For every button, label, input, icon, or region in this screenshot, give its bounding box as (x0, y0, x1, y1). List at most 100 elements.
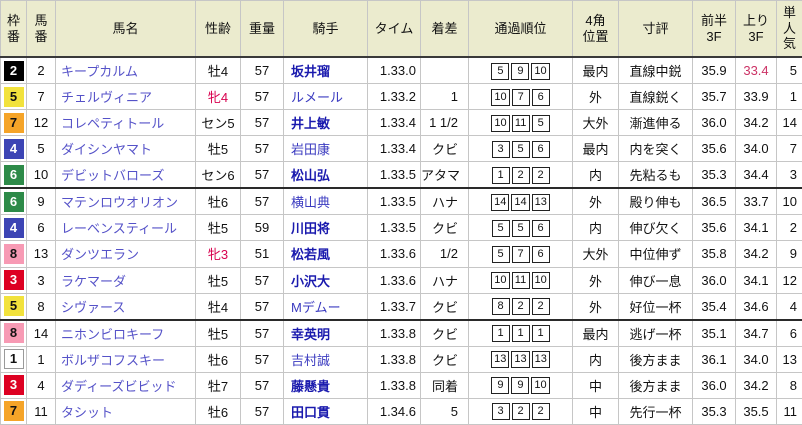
sex-age-cell: 牡5 (195, 319, 241, 347)
jockey-name-link[interactable]: ルメール (291, 90, 344, 106)
last-3f-cell: 34.2 (735, 240, 777, 268)
jockey-name-link[interactable]: 井上敏 (291, 116, 331, 132)
frame-number-box: 5 (3, 86, 24, 107)
passing-position-box: 2 (511, 403, 530, 421)
jockey-name-link[interactable]: 岩田康 (291, 142, 331, 158)
col-header-jockey: 騎手 (283, 0, 368, 58)
corner4-position-cell: 大外 (572, 109, 619, 137)
jockey-name-link[interactable]: 幸英明 (291, 326, 331, 342)
weight-cell: 57 (240, 135, 284, 163)
frame-cell: 5 (0, 83, 27, 111)
time-cell: 1.33.8 (367, 345, 421, 373)
col-header-sexage: 性齢 (195, 0, 241, 58)
passing-position-box: 3 (491, 403, 510, 421)
horse-name-link[interactable]: レーベンスティール (61, 221, 177, 237)
first-3f-cell: 35.3 (692, 161, 736, 190)
last-3f-cell: 33.9 (735, 83, 777, 111)
table-row: 8 14 ニホンビロキーフ 牡5 57 幸英明 1.33.8 クビ 1 1 1 最内 逃げ一杯 35.1 3… (0, 319, 802, 347)
frame-cell: 7 (0, 109, 27, 137)
frame-number-box: 6 (3, 191, 24, 212)
horse-name-link[interactable]: シヴァース (61, 299, 126, 315)
horse-name-link[interactable]: タシット (61, 404, 114, 420)
passing-position-box: 11 (511, 114, 530, 132)
horse-name-link[interactable]: ニホンビロキーフ (61, 326, 165, 342)
jockey-cell: 川田将 (283, 214, 368, 242)
jockey-name-link[interactable]: 田口貫 (291, 404, 331, 420)
win-popularity-cell: 13 (776, 345, 802, 373)
weight-cell: 57 (240, 319, 284, 347)
corner4-position-cell: 最内 (572, 319, 619, 347)
sex-age-cell: 牡6 (195, 187, 241, 216)
passing-position-box: 9 (511, 377, 530, 395)
jockey-name-link[interactable]: 川田将 (291, 221, 331, 237)
time-cell: 1.34.6 (367, 397, 421, 425)
horse-name-link[interactable]: ダディーズビビッド (61, 378, 177, 394)
horse-name-link[interactable]: キープカルム (61, 64, 138, 80)
corner4-position-cell: 最内 (572, 135, 619, 163)
jockey-cell: ルメール (283, 83, 368, 111)
time-cell: 1.33.2 (367, 83, 421, 111)
jockey-name-link[interactable]: 小沢大 (291, 273, 331, 289)
passing-position-box: 13 (511, 351, 530, 369)
horse-name-link[interactable]: ダンツエラン (61, 247, 140, 263)
win-popularity-cell: 4 (776, 292, 802, 321)
first-3f-cell: 35.7 (692, 83, 736, 111)
horse-name-link[interactable]: デビットバローズ (61, 168, 165, 184)
horse-name-cell: レーベンスティール (55, 214, 196, 242)
jockey-name-link[interactable]: Mデムー (291, 299, 341, 315)
horse-name-cell: マテンロウオリオン (55, 187, 196, 216)
horse-name-link[interactable]: コレペティトール (61, 116, 165, 132)
jockey-name-link[interactable]: 松山弘 (291, 168, 331, 184)
last-3f-cell: 34.0 (735, 345, 777, 373)
jockey-name-link[interactable]: 横山典 (291, 195, 331, 211)
first-3f-cell: 35.3 (692, 397, 736, 425)
passing-position-box: 6 (531, 88, 550, 106)
last-3f-cell: 34.4 (735, 161, 777, 190)
jockey-cell: 吉村誠 (283, 345, 368, 373)
passing-position-box: 6 (531, 245, 550, 263)
jockey-name-link[interactable]: 松若風 (291, 247, 331, 263)
horse-name-cell: ニホンビロキーフ (55, 319, 196, 347)
comment-cell: 直線鋭く (618, 83, 693, 111)
jockey-cell: 岩田康 (283, 135, 368, 163)
horse-number-cell: 8 (26, 292, 56, 321)
last-3f-cell: 34.2 (735, 109, 777, 137)
horse-name-cell: チェルヴィニア (55, 83, 196, 111)
horse-name-cell: ダイシンヤマト (55, 135, 196, 163)
corner4-position-cell: 外 (572, 266, 619, 294)
horse-name-link[interactable]: チェルヴィニア (61, 90, 153, 106)
col-header-first3f: 前半 3F (692, 0, 736, 58)
margin-cell: 1 (420, 83, 469, 111)
time-cell: 1.33.6 (367, 266, 421, 294)
passing-position-box: 5 (491, 219, 510, 237)
passing-position-box: 6 (531, 219, 550, 237)
horse-name-link[interactable]: ダイシンヤマト (61, 142, 153, 158)
passing-position-box: 2 (511, 166, 530, 184)
horse-name-link[interactable]: マテンロウオリオン (61, 195, 179, 211)
horse-name-cell: シヴァース (55, 292, 196, 321)
jockey-name-link[interactable]: 坂井瑠 (291, 64, 331, 80)
frame-cell: 8 (0, 319, 27, 347)
horse-number-cell: 14 (26, 319, 56, 347)
table-row: 6 10 デビットバローズ セン6 57 松山弘 1.33.5 アタマ 1 2 2 内先粘るも 35.3… (0, 161, 802, 190)
first-3f-cell: 35.6 (692, 214, 736, 242)
sex-age-cell: 牡6 (195, 345, 241, 373)
horse-number-cell: 4 (26, 371, 56, 399)
sex-age-cell: セン5 (195, 109, 241, 137)
weight-cell: 51 (240, 240, 284, 268)
comment-cell: 後方まま (618, 345, 693, 373)
jockey-cell: 藤懸貴 (283, 371, 368, 399)
horse-name-link[interactable]: ラケマーダ (61, 273, 127, 289)
corner4-position-cell: 外 (572, 83, 619, 111)
jockey-cell: Mデムー (283, 292, 368, 321)
time-cell: 1.33.8 (367, 319, 421, 347)
table-row: 7 11 タシット 牡6 57 田口貫 1.34.6 5 3 2 2 中先行一杯 35.3 35.5 11 (0, 397, 802, 425)
last-3f-cell: 34.1 (735, 214, 777, 242)
passing-position-box: 5 (531, 114, 550, 132)
first-3f-cell: 35.9 (692, 56, 736, 85)
jockey-name-link[interactable]: 吉村誠 (291, 352, 331, 368)
table-row: 1 1 ボルザコフスキー 牡6 57 吉村誠 1.33.8 クビ 13 13 13 内後方まま 36.1… (0, 345, 802, 373)
horse-name-link[interactable]: ボルザコフスキー (61, 352, 166, 368)
jockey-name-link[interactable]: 藤懸貴 (291, 378, 331, 394)
